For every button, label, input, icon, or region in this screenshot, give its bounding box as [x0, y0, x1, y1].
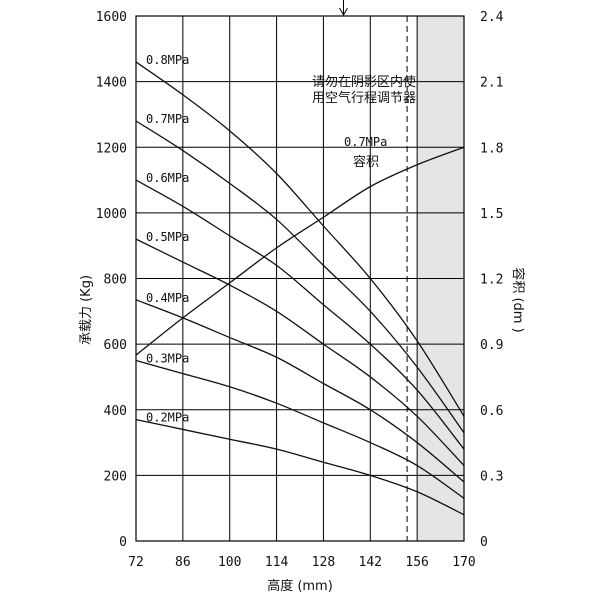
series-label-5: 0.3MPa [146, 352, 189, 366]
y-axis-title-right: 容积 (dm ) [510, 267, 526, 332]
y-tick-label-right: 2.1 [480, 76, 503, 91]
y-tick-label-right: 0.9 [480, 338, 503, 353]
y-tick-label-left: 200 [104, 469, 127, 484]
y-tick-label-right: 1.5 [480, 207, 503, 222]
y-tick-label-left: 400 [104, 404, 127, 419]
volume-series-label: 0.7MPa [344, 135, 387, 149]
y-tick-label-left: 0 [119, 535, 127, 550]
arrow-marker-head [339, 7, 348, 17]
series-label-0: 0.8MPa [146, 53, 189, 67]
series-label-1: 0.7MPa [146, 112, 189, 126]
y-tick-label-left: 1600 [96, 10, 127, 25]
series-line-2 [135, 179, 465, 450]
x-tick-label: 128 [312, 555, 335, 570]
shaded-region-note-line-2: 用空气行程调节器 [312, 90, 416, 106]
series-line-6 [135, 418, 465, 516]
x-tick-label: 114 [265, 555, 289, 570]
series-label-4: 0.4MPa [146, 291, 189, 305]
volume-series-label-sub: 容积 [353, 154, 379, 170]
series-label-6: 0.2MPa [146, 411, 189, 425]
x-tick-label: 156 [405, 555, 428, 570]
y-tick-label-left: 1400 [96, 76, 127, 91]
shaded-region-note-line-1: 请勿在阴影区内使 [312, 74, 416, 90]
x-axis-title: 高度 (mm) [267, 578, 333, 594]
series-line-1 [135, 120, 465, 434]
y-tick-label-left: 1000 [96, 207, 127, 222]
y-tick-label-right: 1.2 [480, 273, 503, 288]
x-tick-label: 100 [218, 555, 241, 570]
y-tick-label-left: 1200 [96, 141, 127, 156]
y-tick-label-left: 800 [104, 273, 127, 288]
series-line-4 [135, 299, 465, 483]
y-tick-label-right: 2.4 [480, 10, 504, 25]
y-tick-label-right: 0.3 [480, 469, 503, 484]
y-axis-title-left: 承载力 (Kg) [79, 275, 94, 345]
series-label-2: 0.6MPa [146, 171, 189, 185]
y-tick-label-right: 0.6 [480, 404, 503, 419]
x-tick-label: 72 [128, 555, 144, 570]
plot-frame [135, 15, 465, 542]
y-tick-label-left: 600 [104, 338, 127, 353]
series-line-3 [135, 238, 465, 466]
series-line-5 [135, 359, 465, 499]
series-line-7 [135, 146, 465, 356]
series-line-0 [135, 61, 465, 417]
y-tick-label-right: 1.8 [480, 141, 503, 156]
x-tick-label: 170 [452, 555, 475, 570]
x-tick-label: 142 [359, 555, 382, 570]
x-tick-label: 86 [175, 555, 191, 570]
series-label-3: 0.5MPa [146, 230, 189, 244]
y-tick-label-right: 0 [480, 535, 488, 550]
